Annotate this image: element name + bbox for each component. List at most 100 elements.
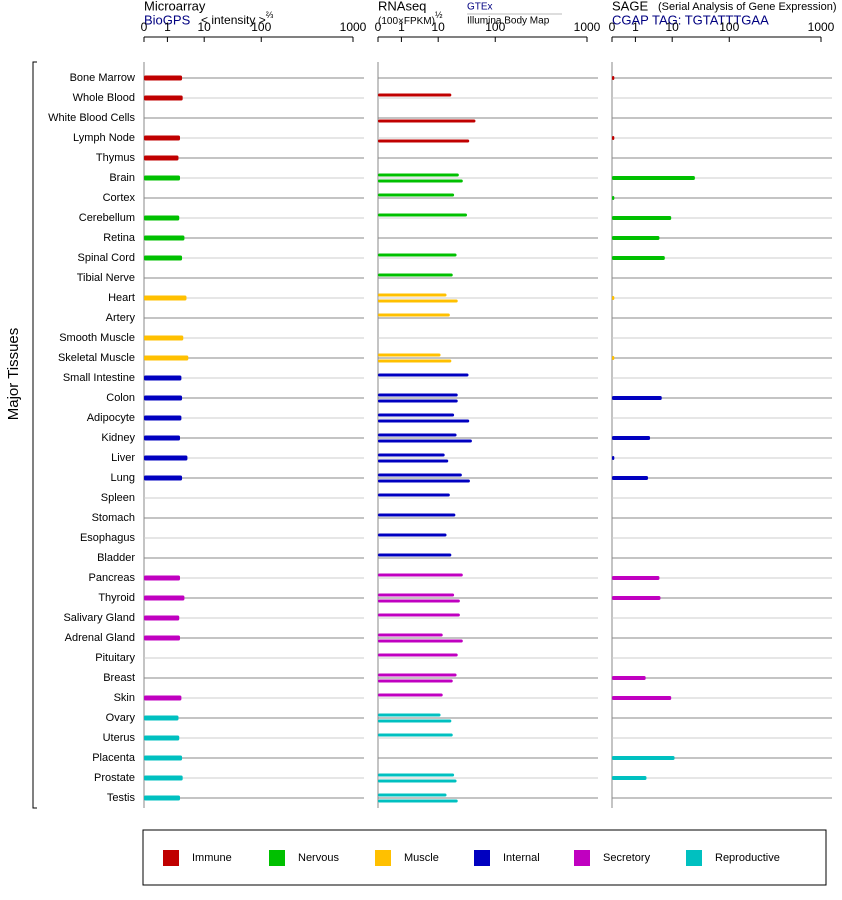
x-tick-label: 10 xyxy=(432,20,446,34)
bar xyxy=(378,313,450,317)
unit: < intensity >⅔ xyxy=(201,10,274,27)
unit: (100×FPKM)½ xyxy=(378,10,443,26)
bar xyxy=(144,375,182,381)
legend-label: Immune xyxy=(192,852,232,864)
bar xyxy=(378,719,452,723)
bar xyxy=(144,255,183,261)
tissue-label: Tibial Nerve xyxy=(77,272,135,284)
bar xyxy=(378,793,447,797)
bar xyxy=(144,755,183,761)
legend-swatch xyxy=(474,850,490,866)
bar xyxy=(612,296,615,300)
bar xyxy=(144,415,182,421)
tissue-label: Brain xyxy=(109,172,135,184)
tissue-label: White Blood Cells xyxy=(48,112,135,124)
bar xyxy=(612,696,672,700)
bar xyxy=(378,459,449,463)
legend-swatch xyxy=(269,850,285,866)
tissue-label: Breast xyxy=(103,672,135,684)
tissue-label: Spinal Cord xyxy=(78,252,135,264)
bar xyxy=(144,175,181,181)
bar xyxy=(144,95,183,101)
y-axis-label: Major Tissues xyxy=(5,328,22,421)
tissue-label: Skeletal Muscle xyxy=(58,352,135,364)
legend-label: Muscle xyxy=(404,852,439,864)
tissue-label: Bone Marrow xyxy=(70,72,135,84)
bar xyxy=(144,795,181,801)
bar xyxy=(378,553,452,557)
bar xyxy=(378,533,447,537)
bar xyxy=(378,433,457,437)
bar xyxy=(378,779,457,783)
tissue-label: Retina xyxy=(103,232,136,244)
x-tick-label: 100 xyxy=(719,20,739,34)
legend-label: Reproductive xyxy=(715,852,780,864)
bar xyxy=(612,576,660,580)
bar xyxy=(378,513,456,517)
bar xyxy=(612,756,675,760)
x-tick-label: 1000 xyxy=(808,20,835,34)
subtitle: (Serial Analysis of Gene Expression) xyxy=(658,1,837,13)
bar xyxy=(144,735,180,741)
bar xyxy=(378,453,445,457)
bracket xyxy=(32,61,37,809)
bar xyxy=(144,775,183,781)
bar xyxy=(378,639,463,643)
bar xyxy=(378,393,458,397)
bar xyxy=(378,773,455,777)
bar xyxy=(378,419,470,423)
x-tick-label: 1 xyxy=(398,20,405,34)
bar xyxy=(378,613,460,617)
panel-title: RNAseq xyxy=(378,0,426,13)
tissue-label: Adipocyte xyxy=(87,412,135,424)
tissue-label: Lung xyxy=(111,472,135,484)
x-tick-label: 10 xyxy=(198,20,212,34)
bar xyxy=(378,479,470,483)
source: BioGPS xyxy=(144,12,191,27)
bar xyxy=(144,235,185,241)
bar xyxy=(144,615,180,621)
x-tick-label: 1000 xyxy=(340,20,367,34)
legend-swatch xyxy=(686,850,702,866)
tissue-label: Adrenal Gland xyxy=(65,632,135,644)
legend-box xyxy=(142,829,827,886)
x-tick-label: 100 xyxy=(251,20,271,34)
bar xyxy=(612,196,615,200)
bar xyxy=(378,713,441,717)
tissue-label: Pituitary xyxy=(95,652,135,664)
bar xyxy=(612,396,662,400)
legend-label: Secretory xyxy=(603,852,651,864)
tissue-label: Ovary xyxy=(106,712,136,724)
tissue-label: Pancreas xyxy=(89,572,136,584)
bar xyxy=(378,399,458,403)
tissue-label: Thyroid xyxy=(98,592,135,604)
x-tick-label: 100 xyxy=(485,20,505,34)
x-tick-label: 0 xyxy=(375,20,382,34)
bar xyxy=(612,676,646,680)
bar xyxy=(378,493,450,497)
bar xyxy=(378,673,457,677)
legend-swatch xyxy=(375,850,391,866)
bar xyxy=(378,213,468,217)
legend-label: Nervous xyxy=(298,852,339,864)
bar xyxy=(378,373,469,377)
tissue-label: Esophagus xyxy=(80,532,136,544)
bar xyxy=(378,593,455,597)
x-tick-label: 1 xyxy=(632,20,639,34)
tissue-label: Kidney xyxy=(101,432,135,444)
tissue-label: Uterus xyxy=(103,732,136,744)
tissue-label: Salivary Gland xyxy=(63,612,135,624)
tissue-label: Spleen xyxy=(101,492,135,504)
bar xyxy=(144,75,183,81)
bar xyxy=(144,595,185,601)
bar xyxy=(144,435,181,441)
tissue-label: Heart xyxy=(108,292,135,304)
tissue-label: Placenta xyxy=(92,752,136,764)
x-tick-label: 0 xyxy=(141,20,148,34)
bar xyxy=(378,473,462,477)
unit-text: (100×FPKM) xyxy=(378,16,435,27)
tissue-label: Lymph Node xyxy=(73,132,135,144)
series-name: Illumina Body Map xyxy=(467,16,550,27)
bar xyxy=(612,436,651,440)
